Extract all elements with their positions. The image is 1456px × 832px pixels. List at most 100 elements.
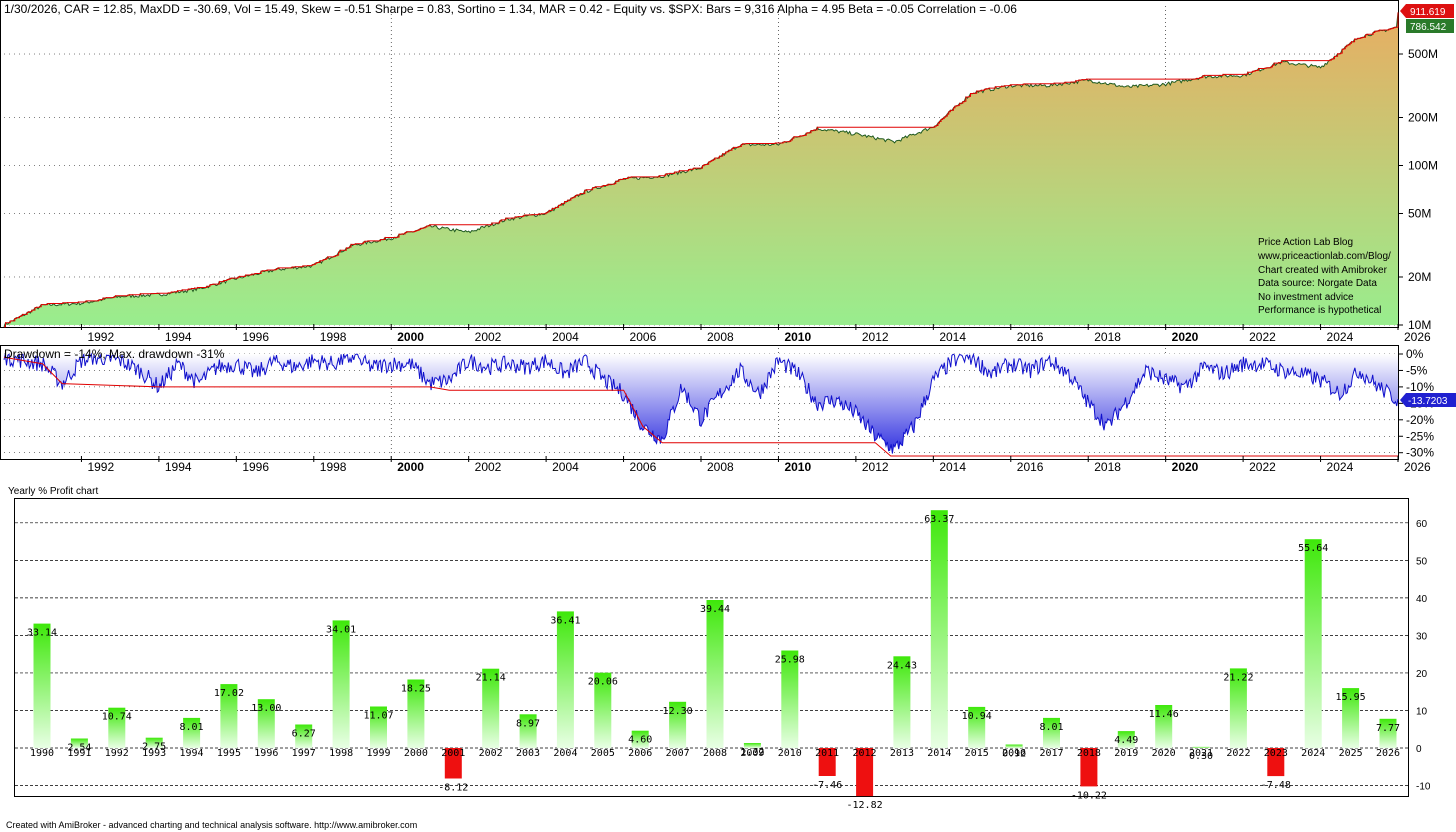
bar-value-label: 4.60 (628, 735, 652, 746)
bar-value-label: 8.01 (180, 722, 204, 733)
bar-value-label: -10.22 (1071, 790, 1107, 801)
bar-category-label: 2007 (666, 748, 690, 759)
bar-category-label: 1999 (366, 748, 390, 759)
bar-value-label: 1.32 (740, 747, 764, 758)
max-drawdown-line (3, 356, 1398, 457)
bar-y-tick-label: 60 (1416, 519, 1428, 530)
highwater-line (4, 12, 1399, 328)
x-tick-label: 2006 (630, 460, 657, 474)
bar-value-label: 24.43 (887, 660, 917, 671)
x-tick-label: 1992 (87, 460, 114, 474)
bar-value-label: 13.00 (251, 703, 281, 714)
x-tick-label: 2010 (784, 330, 811, 344)
x-tick-label: 2000 (397, 460, 424, 474)
x-tick-label: 1996 (242, 330, 269, 344)
yearly-bar (1304, 539, 1322, 748)
x-tick-label: 2010 (784, 460, 811, 474)
yearly-bar (968, 706, 986, 748)
x-tick-label: 1994 (165, 330, 192, 344)
yearly-bar (556, 611, 574, 748)
bar-value-label: 34.01 (326, 624, 356, 635)
bar-category-label: 1998 (329, 748, 353, 759)
equity-area (4, 12, 1398, 327)
bar-category-label: 1996 (254, 748, 278, 759)
drawdown-current-tag-text: -13.7203 (1408, 396, 1448, 407)
bar-value-label: 39.44 (700, 604, 730, 615)
bar-category-label: 1993 (142, 748, 166, 759)
yearly-bar (818, 748, 836, 776)
bar-category-label: 2012 (853, 748, 877, 759)
drawdown-y-tick-label: -25% (1406, 429, 1434, 443)
bar-value-label: 7.77 (1376, 723, 1400, 734)
yearly-bar (332, 620, 350, 748)
x-tick-label: 1998 (320, 330, 347, 344)
bar-category-label: 2018 (1077, 748, 1101, 759)
equity-y-tick-label: 200M (1408, 110, 1438, 124)
x-tick-label: 2002 (475, 460, 502, 474)
bar-category-label: 2011 (815, 748, 839, 759)
yearly-bar (220, 684, 238, 748)
bar-value-label: 11.07 (363, 710, 393, 721)
bar-value-label: 36.41 (550, 615, 580, 626)
bar-y-tick-label: -10 (1416, 782, 1431, 793)
yearly-bar (482, 668, 500, 748)
x-tick-label: 1996 (242, 460, 269, 474)
bar-value-label: 6.27 (292, 728, 316, 739)
yearly-bar (1229, 668, 1247, 748)
yearly-bar (743, 743, 761, 748)
drawdown-line (3, 352, 1399, 454)
x-tick-label: 2012 (862, 460, 889, 474)
bar-value-label: 21.14 (476, 673, 506, 684)
bar-value-label: 10.74 (102, 712, 132, 723)
yearly-bar (856, 748, 874, 797)
bar-y-tick-label: 10 (1416, 706, 1428, 717)
bar-category-label: 2005 (591, 748, 615, 759)
bar-category-label: 2004 (553, 748, 577, 759)
bar-category-label: 1994 (180, 748, 204, 759)
bar-value-label: 55.64 (1298, 543, 1328, 554)
bar-y-tick-label: 0 (1416, 744, 1422, 755)
bar-y-tick-label: 40 (1416, 594, 1428, 605)
bar-category-label: 2024 (1301, 748, 1325, 759)
annotation-line: Price Action Lab Blog (1258, 237, 1353, 248)
bar-value-label: 11.46 (1149, 709, 1179, 720)
bar-category-label: 2020 (1152, 748, 1176, 759)
bar-value-label: 8.97 (516, 718, 540, 729)
drawdown-y-tick-label: -5% (1406, 363, 1428, 377)
equity-panel-frame (0, 0, 1399, 328)
x-tick-label: 2026 (1404, 460, 1431, 474)
bar-category-label: 2025 (1339, 748, 1363, 759)
bar-value-label: 33.14 (27, 628, 57, 639)
bar-panel-frame (14, 498, 1409, 797)
yearly-bar (407, 679, 425, 748)
drawdown-header: Drawdown = -14%, Max. drawdown -31% (4, 347, 225, 361)
yearly-bar (183, 717, 201, 748)
yearly-bar (1080, 748, 1098, 787)
bar-category-label: 2001 (441, 748, 465, 759)
bar-value-label: 10.94 (962, 711, 992, 722)
x-tick-label: 2020 (1172, 330, 1199, 344)
price-tag-second-text: 786.542 (1410, 22, 1447, 33)
yearly-bar (1043, 717, 1060, 748)
bar-value-label: 15.95 (1336, 692, 1366, 703)
bar-category-label: 1997 (292, 748, 316, 759)
bar-category-label: 2010 (778, 748, 802, 759)
equity-y-axis: 500M 200M 100M 50M 20M 10M (1398, 47, 1438, 332)
x-tick-label: 1998 (320, 460, 347, 474)
x-tick-label: 2014 (939, 330, 966, 344)
bar-category-label: 2021 (1189, 748, 1213, 759)
bar-category-label: 2002 (479, 748, 503, 759)
bar-value-label: 12.30 (663, 706, 693, 717)
yearly-bar (370, 706, 387, 748)
annotation-line: Performance is hypothetical (1258, 305, 1381, 316)
equity-x-axis: 1992 1994 1996 1998 2000 2002 2004 2006 2008 2010… (80, 324, 1431, 344)
bar-category-label: 2019 (1114, 748, 1138, 759)
yearly-bar (70, 738, 88, 748)
x-tick-label: 1994 (165, 460, 192, 474)
yearly-bar (594, 672, 612, 748)
bar-value-label: 20.06 (588, 677, 618, 688)
yearly-bar (669, 701, 687, 748)
x-tick-label: 2008 (707, 460, 734, 474)
bar-category-label: 2022 (1226, 748, 1250, 759)
